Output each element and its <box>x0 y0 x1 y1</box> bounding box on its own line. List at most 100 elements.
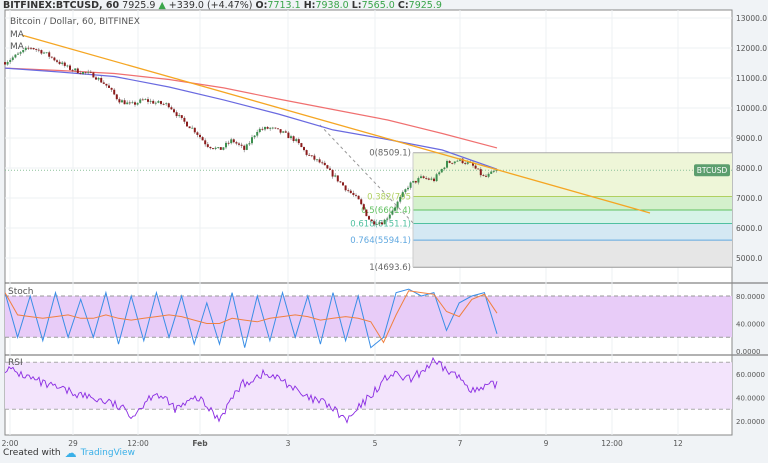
candle <box>305 150 308 155</box>
candle <box>258 128 261 132</box>
candle <box>271 127 274 129</box>
ma-legend-1[interactable]: MA <box>10 30 24 40</box>
candle <box>206 144 209 147</box>
candle <box>222 147 225 150</box>
candle <box>274 127 277 129</box>
ma-slow-line <box>4 67 498 149</box>
candle <box>388 214 391 219</box>
rsi-line <box>4 356 498 424</box>
candle <box>30 47 32 49</box>
candle <box>217 147 220 148</box>
candle <box>482 175 485 176</box>
rsi-axis-label: 60.0000 <box>736 371 765 379</box>
candle <box>355 194 357 196</box>
candle <box>297 139 300 144</box>
candle <box>264 127 266 130</box>
tradingview-link[interactable]: TradingView <box>80 448 135 458</box>
candle <box>245 144 248 150</box>
candle <box>438 172 441 175</box>
fib-zone <box>413 196 732 210</box>
candle <box>43 52 45 54</box>
candle <box>113 89 116 95</box>
candle <box>110 87 113 90</box>
candle <box>17 53 19 55</box>
time-axis-label: 12 <box>673 439 683 448</box>
time-axis-label: 12:00 <box>127 439 149 448</box>
candle <box>277 128 279 130</box>
candle <box>63 62 66 66</box>
candle <box>183 117 186 122</box>
open-value: 7713.1 <box>267 0 301 11</box>
candle <box>414 180 417 183</box>
price-axis-label: 6000.0 <box>736 224 762 233</box>
candle <box>474 165 477 169</box>
candle <box>9 59 12 63</box>
candle <box>362 204 365 210</box>
candle <box>313 155 316 160</box>
ma-legend-2[interactable]: MA <box>10 42 24 52</box>
candle <box>394 207 396 211</box>
candle <box>464 163 467 164</box>
candle <box>321 162 324 164</box>
fib-level-label: 0(8509.1) <box>369 149 411 159</box>
candle <box>472 162 474 166</box>
candle <box>456 160 459 162</box>
rsi-band <box>5 362 732 410</box>
price-badge <box>694 164 730 177</box>
candle <box>425 177 428 179</box>
candle <box>58 61 61 64</box>
symbol: BITFINEX:BTCUSD, 60 <box>3 0 120 11</box>
candle <box>162 103 165 105</box>
low-value: 7565.0 <box>361 0 395 11</box>
candle <box>420 176 422 179</box>
candle <box>76 68 79 74</box>
candle <box>173 109 175 113</box>
candle <box>11 57 14 60</box>
candle <box>214 147 217 149</box>
candle <box>6 62 9 65</box>
candle <box>287 132 290 139</box>
candle <box>349 190 352 193</box>
candle <box>48 52 51 57</box>
ma-fast-line <box>4 67 498 170</box>
candle <box>204 140 207 145</box>
low-label: L: <box>351 0 362 11</box>
candle <box>386 218 389 220</box>
fib-zone <box>413 240 732 268</box>
candle <box>232 139 235 143</box>
candle <box>427 178 430 180</box>
candle <box>479 169 482 176</box>
candle <box>440 168 443 173</box>
candle <box>365 209 368 217</box>
candle <box>323 162 326 166</box>
candle <box>381 222 383 225</box>
candle <box>147 99 149 102</box>
price-axis-label: 13000.0 <box>736 14 767 23</box>
fib-level-label: 0.764(5594.1) <box>350 236 411 246</box>
stoch-d-line <box>4 290 498 344</box>
stoch-legend[interactable]: Stoch <box>8 287 34 297</box>
candle <box>123 100 126 105</box>
price-axis-label: 10000.0 <box>736 104 767 113</box>
candle <box>487 173 490 177</box>
candle <box>347 190 350 192</box>
candle <box>66 65 69 67</box>
candle <box>144 99 147 101</box>
candle <box>461 158 464 164</box>
candle <box>128 102 131 104</box>
candle <box>160 101 162 104</box>
candle <box>105 83 108 86</box>
time-axis-label: 9 <box>544 439 549 448</box>
close-value: 7925.9 <box>408 0 442 11</box>
candle <box>251 137 253 144</box>
time-axis-label: 2:00 <box>2 439 19 448</box>
rsi-axis-label: 20.0000 <box>736 418 765 426</box>
candle <box>290 136 292 139</box>
rsi-legend[interactable]: RSI <box>8 358 23 368</box>
price-badge-label: BTCUSD <box>697 166 728 175</box>
candle <box>136 102 139 105</box>
candle <box>435 174 438 182</box>
candle <box>240 144 243 146</box>
up-arrow-icon: ▲ <box>158 0 166 11</box>
